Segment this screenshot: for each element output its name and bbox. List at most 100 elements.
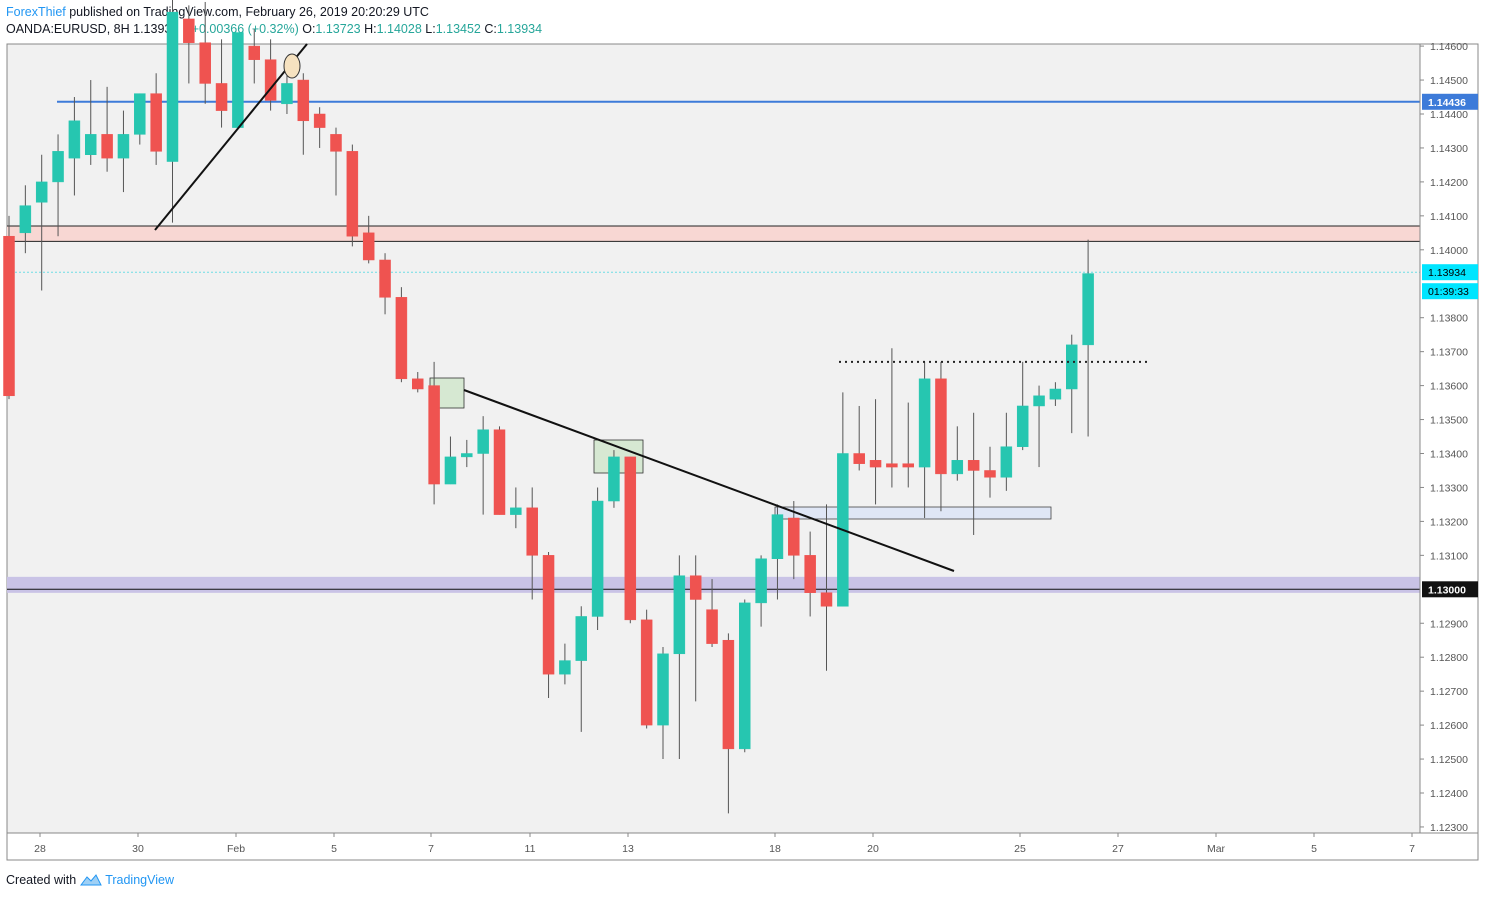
low-value: 1.13452 bbox=[435, 22, 481, 36]
candle-body bbox=[788, 517, 800, 556]
candle-body bbox=[673, 575, 686, 655]
y-tick-label: 1.12600 bbox=[1430, 720, 1468, 732]
y-tick-label: 1.13700 bbox=[1430, 347, 1468, 359]
candle-body bbox=[412, 378, 424, 390]
candle-body bbox=[52, 151, 64, 183]
y-tick-label: 1.12700 bbox=[1430, 686, 1468, 698]
candle bbox=[1016, 361, 1029, 451]
x-tick-label: 30 bbox=[132, 843, 144, 855]
candle-body bbox=[362, 232, 375, 261]
candle-body bbox=[526, 507, 538, 556]
candle-body bbox=[1033, 395, 1045, 407]
downtrend-line[interactable] bbox=[463, 389, 955, 572]
candle-body bbox=[722, 639, 735, 750]
candle bbox=[3, 215, 15, 400]
plot-area[interactable] bbox=[6, 43, 1421, 834]
close-label: C: bbox=[484, 22, 497, 36]
candle bbox=[444, 436, 457, 485]
resistance-zone[interactable] bbox=[7, 226, 1420, 242]
candle-body bbox=[591, 500, 604, 617]
tradingview-logo-icon[interactable] bbox=[80, 873, 102, 887]
candle-body bbox=[1016, 405, 1029, 447]
support-zone[interactable] bbox=[7, 576, 1420, 593]
candle-body bbox=[804, 555, 816, 593]
candle bbox=[19, 185, 32, 254]
author-link[interactable]: ForexThief bbox=[6, 5, 66, 19]
candle-body bbox=[85, 134, 97, 155]
x-tick-label: 28 bbox=[34, 843, 46, 855]
candle-body bbox=[183, 18, 195, 43]
candle-body bbox=[820, 592, 833, 607]
candle bbox=[689, 555, 702, 702]
x-tick-label: Mar bbox=[1207, 843, 1226, 855]
support-level-badge-bg bbox=[1422, 581, 1478, 598]
candle bbox=[673, 555, 686, 760]
candle bbox=[510, 487, 522, 529]
candle bbox=[559, 643, 571, 685]
open-value: 1.13723 bbox=[315, 22, 361, 36]
candle bbox=[1033, 385, 1045, 468]
candle bbox=[297, 73, 310, 155]
x-tick-label: 13 bbox=[622, 843, 634, 855]
candle-body bbox=[918, 378, 931, 468]
candle bbox=[150, 73, 162, 165]
candle bbox=[591, 487, 604, 631]
y-tick-label: 1.14500 bbox=[1430, 75, 1468, 87]
candle-body bbox=[575, 616, 587, 661]
candle-body bbox=[68, 120, 81, 159]
candle bbox=[248, 29, 260, 84]
x-tick-label: Feb bbox=[227, 843, 245, 855]
time-axis[interactable] bbox=[6, 832, 1479, 861]
y-tick-label: 1.13500 bbox=[1430, 415, 1468, 427]
y-tick-label: 1.13600 bbox=[1430, 381, 1468, 393]
candle-body bbox=[101, 134, 113, 159]
candle-body bbox=[330, 134, 342, 152]
candle-body bbox=[395, 297, 408, 380]
candle-body bbox=[640, 619, 653, 726]
y-tick-label: 1.14300 bbox=[1430, 143, 1468, 155]
candle-body bbox=[608, 456, 620, 502]
candle bbox=[722, 633, 735, 814]
candle-body bbox=[984, 470, 996, 478]
uptrend-line[interactable] bbox=[154, 43, 308, 231]
candle-body bbox=[248, 45, 260, 60]
candle bbox=[330, 127, 342, 196]
symbol-label: OANDA:EURUSD, 8H bbox=[6, 22, 130, 36]
y-tick-label: 1.14600 bbox=[1430, 41, 1468, 53]
price-axis[interactable] bbox=[1419, 43, 1479, 834]
x-tick-label: 20 bbox=[867, 843, 879, 855]
candle-body bbox=[624, 456, 637, 621]
candle bbox=[1000, 412, 1013, 491]
candle bbox=[493, 426, 506, 515]
candle-body bbox=[935, 378, 947, 475]
low-label: L: bbox=[425, 22, 436, 36]
current-price-badge: 1.13934 bbox=[1428, 267, 1466, 279]
candle bbox=[52, 134, 64, 237]
candle bbox=[85, 80, 97, 165]
candle-body bbox=[771, 514, 784, 559]
created-with-text: Created with bbox=[6, 873, 77, 887]
y-tick-label: 1.14400 bbox=[1430, 109, 1468, 121]
y-tick-label: 1.14200 bbox=[1430, 177, 1468, 189]
candle-body bbox=[232, 32, 244, 128]
candle-body bbox=[3, 235, 15, 397]
candle-body bbox=[199, 42, 211, 84]
price-change: +0.00366 (+0.32%) bbox=[191, 22, 299, 36]
blue-level-badge-bg bbox=[1422, 93, 1478, 110]
candle-body bbox=[1049, 388, 1062, 400]
candle-body bbox=[510, 507, 522, 515]
candle bbox=[379, 253, 391, 315]
y-tick-label: 1.12300 bbox=[1430, 822, 1468, 834]
candle bbox=[967, 412, 980, 535]
candle-body bbox=[477, 429, 489, 454]
candle bbox=[526, 487, 538, 600]
support-box[interactable] bbox=[774, 506, 1052, 520]
y-tick-label: 1.12800 bbox=[1430, 652, 1468, 664]
blue-level-badge: 1.14436 bbox=[1428, 97, 1466, 109]
candle-body bbox=[134, 93, 146, 135]
candle bbox=[1066, 334, 1078, 434]
tradingview-link[interactable]: TradingView bbox=[105, 873, 174, 887]
highlight-ellipse[interactable] bbox=[283, 53, 301, 79]
candle bbox=[918, 361, 931, 519]
